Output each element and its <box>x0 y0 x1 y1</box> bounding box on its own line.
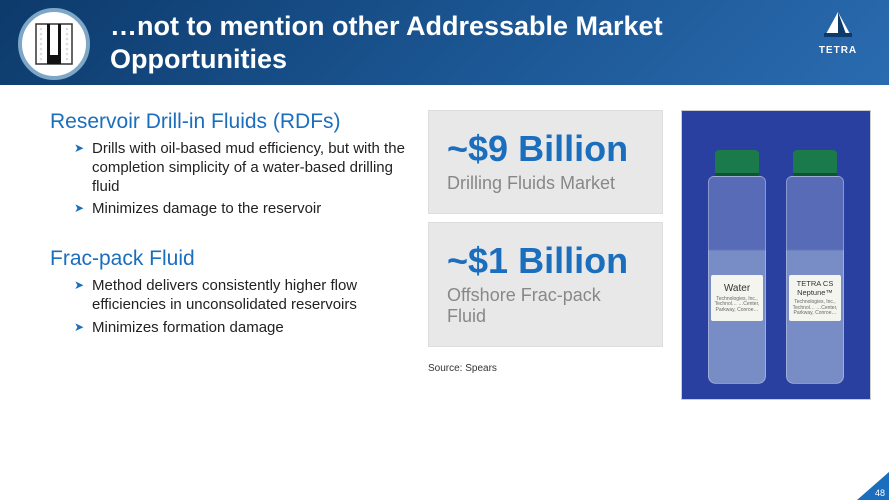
source-citation: Source: Spears <box>428 363 663 374</box>
slide-content: Reservoir Drill-in Fluids (RDFs) Drills … <box>0 85 889 400</box>
bullet-item: Minimizes damage to the reservoir <box>74 200 410 219</box>
page-number: 48 <box>875 488 885 498</box>
bottle-body: TETRA CS Neptune™ Technologies, Inc., Te… <box>786 176 844 384</box>
market-label: Drilling Fluids Market <box>447 173 644 195</box>
tetra-logo: TETRA <box>809 10 867 56</box>
wellbore-icon <box>18 8 90 80</box>
section-rdf: Reservoir Drill-in Fluids (RDFs) Drills … <box>50 110 410 219</box>
bottle-cap-icon <box>715 150 759 176</box>
logo-text: TETRA <box>809 45 867 56</box>
bullet-item: Drills with oil-based mud efficiency, bu… <box>74 140 410 196</box>
bottles-photo: Water Technologies, Inc., Technol… …Cent… <box>681 110 871 400</box>
market-column: ~$9 Billion Drilling Fluids Market ~$1 B… <box>428 110 663 400</box>
bottle-water: Water Technologies, Inc., Technol… …Cent… <box>707 150 767 385</box>
bottle-label-main: Water <box>724 283 750 294</box>
title-line-1: …not to mention other Addressable Market <box>110 11 663 41</box>
section-heading: Reservoir Drill-in Fluids (RDFs) <box>50 110 410 134</box>
bottle-label-sub: Technologies, Inc., Technol… …Center, Pa… <box>713 297 761 314</box>
market-box-fracpack: ~$1 Billion Offshore Frac-pack Fluid <box>428 222 663 347</box>
bottle-label-sub: Technologies, Inc., Technol… …Center, Pa… <box>791 300 839 317</box>
bottle-label: TETRA CS Neptune™ Technologies, Inc., Te… <box>789 275 841 321</box>
bottle-label-main: TETRA CS Neptune™ <box>791 279 839 297</box>
title-line-2: Opportunities <box>110 44 287 74</box>
bullet-list: Method delivers consistently higher flow… <box>50 277 410 337</box>
bullet-item: Method delivers consistently higher flow… <box>74 277 410 315</box>
bottle-neptune: TETRA CS Neptune™ Technologies, Inc., Te… <box>785 150 845 385</box>
bullet-list: Drills with oil-based mud efficiency, bu… <box>50 140 410 219</box>
bottle-cap-icon <box>793 150 837 176</box>
bottle-body: Water Technologies, Inc., Technol… …Cent… <box>708 176 766 384</box>
bullet-item: Minimizes formation damage <box>74 319 410 338</box>
market-label: Offshore Frac-pack Fluid <box>447 285 644 328</box>
market-box-drilling: ~$9 Billion Drilling Fluids Market <box>428 110 663 214</box>
section-fracpack: Frac-pack Fluid Method delivers consiste… <box>50 247 410 337</box>
market-value: ~$9 Billion <box>447 131 644 167</box>
slide-header: …not to mention other Addressable Market… <box>0 0 889 85</box>
slide-title: …not to mention other Addressable Market… <box>110 10 663 75</box>
market-value: ~$1 Billion <box>447 243 644 279</box>
bottle-label: Water Technologies, Inc., Technol… …Cent… <box>711 275 763 321</box>
text-column: Reservoir Drill-in Fluids (RDFs) Drills … <box>50 110 410 400</box>
section-heading: Frac-pack Fluid <box>50 247 410 271</box>
